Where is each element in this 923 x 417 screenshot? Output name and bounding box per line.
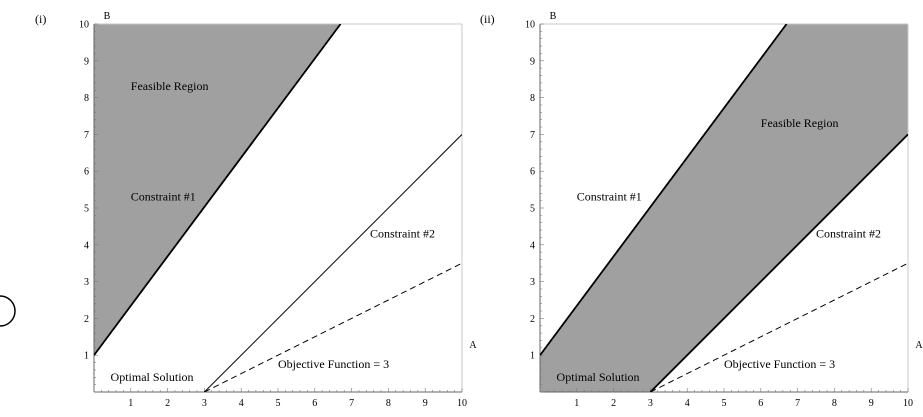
y-tick-label: 9 (84, 56, 89, 67)
x-tick-label: 8 (832, 398, 837, 409)
y-tick-label: 1 (530, 351, 535, 362)
line-constraint-2 (204, 134, 462, 392)
annotation-constraint-1: Constraint #1 (131, 190, 196, 204)
x-tick-label: 3 (202, 398, 207, 409)
chart-panel-ii: (ii) 1 2 3 4 5 6 7 8 9 10 1 2 3 4 5 6 7 8 9 10 B A Feasible Reg… (480, 11, 923, 409)
x-tick-label: 6 (312, 398, 317, 409)
annotation-objective-function-3: Objective Function = 3 (278, 357, 389, 371)
panel-label: (ii) (480, 12, 495, 26)
x-axis-label: A (915, 340, 923, 351)
x-tick-label: 9 (423, 398, 428, 409)
x-tick-label: 7 (349, 398, 354, 409)
y-tick-label: 8 (530, 93, 535, 104)
partial-circle-icon (0, 295, 16, 327)
y-axis-label: B (550, 11, 557, 22)
panel-label: (i) (35, 12, 46, 26)
annotation-constraint-1: Constraint #1 (577, 190, 642, 204)
x-tick-label: 1 (128, 398, 133, 409)
x-tick-label: 4 (239, 398, 244, 409)
x-tick-label: 4 (685, 398, 690, 409)
x-tick-label: 7 (795, 398, 800, 409)
chart-panel-i: (i) 1 2 3 4 5 6 7 8 9 10 1 2 3 4 5 6 7 8 9 10 B A Feasible Regi… (35, 11, 477, 409)
annotation-optimal-solution: Optimal Solution (111, 370, 194, 384)
line-constraint-1 (540, 24, 788, 356)
annotation-constraint-2: Constraint #2 (370, 226, 435, 240)
x-axis-label: A (469, 340, 477, 351)
line-objective-function-3 (204, 262, 462, 392)
y-tick-label: 10 (79, 20, 89, 31)
x-tick-label: 10 (903, 398, 913, 409)
x-tick-label: 8 (386, 398, 391, 409)
line-objective-function-3 (650, 262, 908, 392)
feasible-region (540, 24, 908, 392)
annotation-optimal-solution: Optimal Solution (557, 370, 640, 384)
y-tick-label: 8 (84, 93, 89, 104)
y-tick-label: 7 (84, 130, 89, 141)
x-tick-label: 2 (611, 398, 616, 409)
y-tick-label: 5 (530, 204, 535, 215)
y-tick-label: 10 (525, 20, 535, 31)
y-tick-label: 3 (84, 277, 89, 288)
y-tick-label: 4 (84, 240, 89, 251)
line-constraint-1 (94, 24, 342, 356)
annotation-feasible-region: Feasible Region (131, 79, 209, 93)
y-tick-label: 4 (530, 240, 535, 251)
x-tick-label: 10 (457, 398, 467, 409)
y-tick-label: 1 (84, 351, 89, 362)
annotation-constraint-2: Constraint #2 (816, 226, 881, 240)
annotation-feasible-region: Feasible Region (761, 116, 839, 130)
y-tick-label: 6 (530, 167, 535, 178)
x-tick-label: 2 (165, 398, 170, 409)
x-tick-label: 1 (574, 398, 579, 409)
annotation-objective-function-3: Objective Function = 3 (724, 357, 835, 371)
y-axis-label: B (104, 11, 111, 22)
x-tick-label: 3 (648, 398, 653, 409)
y-tick-label: 5 (84, 204, 89, 215)
y-tick-label: 2 (530, 314, 535, 325)
y-tick-label: 3 (530, 277, 535, 288)
y-tick-label: 9 (530, 56, 535, 67)
x-tick-label: 9 (869, 398, 874, 409)
line-constraint-2 (649, 133, 908, 392)
y-tick-label: 2 (84, 314, 89, 325)
x-tick-label: 5 (276, 398, 281, 409)
y-tick-label: 7 (530, 130, 535, 141)
y-tick-label: 6 (84, 167, 89, 178)
x-tick-label: 6 (758, 398, 763, 409)
x-tick-label: 5 (722, 398, 727, 409)
